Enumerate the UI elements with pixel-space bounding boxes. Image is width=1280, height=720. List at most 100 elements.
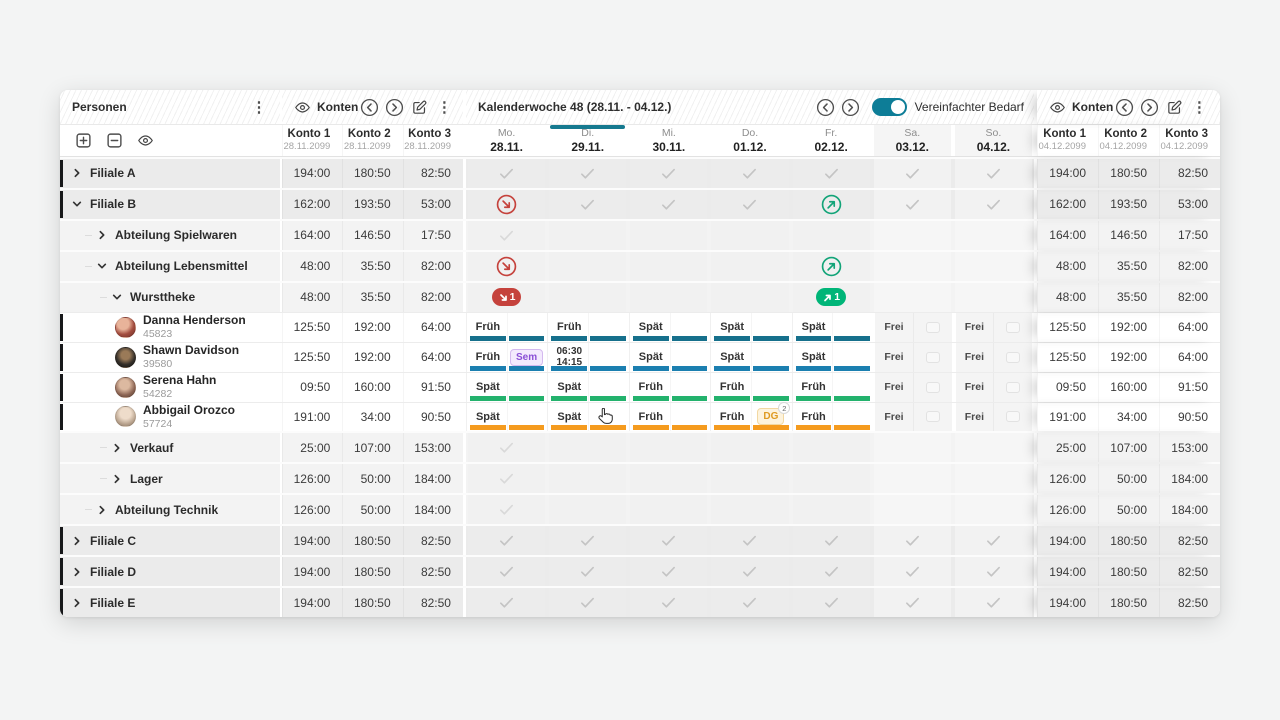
konto-value-cell[interactable]: 180:50 — [1098, 526, 1159, 556]
day-cell[interactable] — [792, 526, 870, 556]
day-cell[interactable] — [954, 220, 1032, 250]
tree-cell[interactable]: Lager — [60, 464, 280, 493]
visibility-icon[interactable] — [134, 130, 156, 152]
konto-value-cell[interactable]: 82:00 — [1159, 251, 1220, 281]
day-cell[interactable] — [873, 588, 951, 617]
day-cell[interactable] — [468, 495, 546, 525]
konto-value-cell[interactable]: 34:00 — [342, 402, 402, 432]
day-subcell-left[interactable]: Früh — [795, 373, 833, 402]
day-cell[interactable] — [873, 159, 951, 188]
day-cell[interactable] — [954, 588, 1032, 617]
konto-value-cell[interactable]: 194:00 — [282, 159, 342, 188]
day-cell[interactable]: Früh Sem — [466, 342, 548, 372]
day-cell[interactable] — [549, 557, 627, 587]
tree-cell[interactable]: Filiale D — [60, 557, 280, 586]
konto-value-cell[interactable]: 184:00 — [1159, 464, 1220, 494]
day-cell[interactable] — [630, 220, 708, 250]
konto-value-cell[interactable]: 162:00 — [282, 189, 342, 219]
tree-cell[interactable]: Wursttheke — [60, 283, 280, 312]
day-cell[interactable]: Frei — [875, 312, 952, 342]
konto-value-cell[interactable]: 35:50 — [342, 282, 402, 312]
day-cell[interactable] — [549, 159, 627, 188]
konto-value-cell[interactable]: 193:50 — [1098, 189, 1159, 219]
day-cell[interactable] — [711, 588, 789, 617]
tree-cell[interactable]: Filiale B — [60, 190, 280, 219]
day-cell[interactable] — [630, 495, 708, 525]
day-cell[interactable] — [792, 495, 870, 525]
day-subcell-left[interactable]: Spät — [469, 403, 507, 432]
day-cell[interactable] — [954, 526, 1032, 556]
konto-value-cell[interactable]: 164:00 — [1037, 220, 1098, 250]
day-subcell-left[interactable]: Spät — [469, 373, 507, 402]
day-subcell-left[interactable]: Spät — [632, 343, 670, 372]
chevron-right-icon[interactable] — [70, 536, 84, 546]
konto-value-cell[interactable]: 160:00 — [1098, 372, 1159, 402]
day-header-so[interactable]: So. 04.12. — [954, 125, 1032, 156]
day-cell[interactable] — [711, 464, 789, 494]
day-cell[interactable]: Frei — [955, 402, 1032, 432]
day-cell[interactable] — [873, 464, 951, 494]
understaffed-icon[interactable] — [468, 251, 546, 281]
avatar[interactable] — [115, 376, 136, 398]
konto-value-cell[interactable]: 09:50 — [282, 372, 342, 402]
day-cell[interactable] — [549, 220, 627, 250]
chevron-right-icon[interactable] — [70, 598, 84, 608]
day-subcell-right[interactable] — [669, 312, 709, 342]
day-header-mo[interactable]: Mo. 28.11. — [468, 125, 545, 156]
konto-value-cell[interactable]: 48:00 — [1037, 251, 1098, 281]
day-cell[interactable] — [711, 282, 789, 312]
day-cell[interactable] — [792, 159, 870, 188]
konto-value-cell[interactable]: 107:00 — [1098, 433, 1159, 463]
konto-value-cell[interactable]: 82:50 — [1159, 159, 1220, 188]
day-cell[interactable] — [630, 159, 708, 188]
edit-icon[interactable] — [1163, 96, 1185, 118]
day-cell[interactable] — [468, 588, 546, 617]
day-cell[interactable]: Früh — [791, 402, 874, 432]
day-cell[interactable] — [468, 433, 546, 463]
day-cell[interactable] — [792, 588, 870, 617]
konto-value-cell[interactable]: 50:00 — [1098, 495, 1159, 525]
konto-value-cell[interactable]: 50:00 — [342, 495, 402, 525]
tree-cell[interactable]: Danna Henderson 45823 — [60, 313, 280, 342]
day-subcell-left[interactable]: Früh — [469, 343, 507, 372]
tree-cell[interactable]: Serena Hahn 54282 — [60, 373, 280, 402]
day-subcell-left[interactable]: Frei — [875, 313, 913, 342]
day-cell[interactable] — [873, 189, 951, 219]
day-cell[interactable] — [630, 282, 708, 312]
konto-value-cell[interactable]: 184:00 — [402, 495, 463, 525]
konto-value-cell[interactable]: 53:00 — [1159, 189, 1220, 219]
day-subcell-left[interactable]: Frei — [956, 313, 994, 342]
chevron-right-circle-icon[interactable] — [1138, 96, 1160, 118]
day-subcell-left[interactable]: Früh — [550, 313, 588, 342]
day-cell[interactable]: Frei — [875, 372, 952, 402]
konto-value-cell[interactable]: 64:00 — [1159, 312, 1220, 342]
day-cell[interactable]: Frei — [955, 342, 1032, 372]
day-cell[interactable] — [792, 557, 870, 587]
konto-value-cell[interactable]: 82:50 — [1159, 557, 1220, 587]
day-cell[interactable]: Früh — [628, 372, 711, 402]
konto-value-cell[interactable]: 180:50 — [342, 588, 402, 617]
konto-value-cell[interactable]: 09:50 — [1037, 372, 1098, 402]
day-subcell-left[interactable]: 06:30 14:15 — [550, 343, 588, 372]
day-cell[interactable] — [630, 433, 708, 463]
konto-value-cell[interactable]: 35:50 — [1098, 251, 1159, 281]
day-cell[interactable] — [792, 464, 870, 494]
konto-value-cell[interactable]: 17:50 — [402, 220, 463, 250]
menu-kebab-icon[interactable]: ⋮ — [1191, 99, 1207, 116]
konto-value-cell[interactable]: 180:50 — [342, 526, 402, 556]
day-subcell-right[interactable] — [832, 372, 871, 402]
day-cell[interactable] — [468, 220, 546, 250]
konto-value-cell[interactable]: 184:00 — [1159, 495, 1220, 525]
konto-value-cell[interactable]: 34:00 — [1098, 402, 1159, 432]
day-cell[interactable] — [873, 557, 951, 587]
day-cell[interactable]: Spät — [791, 312, 874, 342]
konto-value-cell[interactable]: 50:00 — [342, 464, 402, 494]
day-cell[interactable] — [711, 495, 789, 525]
konto-value-cell[interactable]: 90:50 — [1159, 402, 1220, 432]
day-subcell-right[interactable] — [993, 342, 1032, 372]
chevron-left-circle-icon[interactable] — [358, 96, 380, 118]
day-subcell-right[interactable] — [750, 312, 790, 342]
day-cell[interactable]: Frei — [955, 372, 1032, 402]
avatar[interactable] — [115, 406, 136, 428]
eye-icon[interactable] — [294, 99, 311, 116]
